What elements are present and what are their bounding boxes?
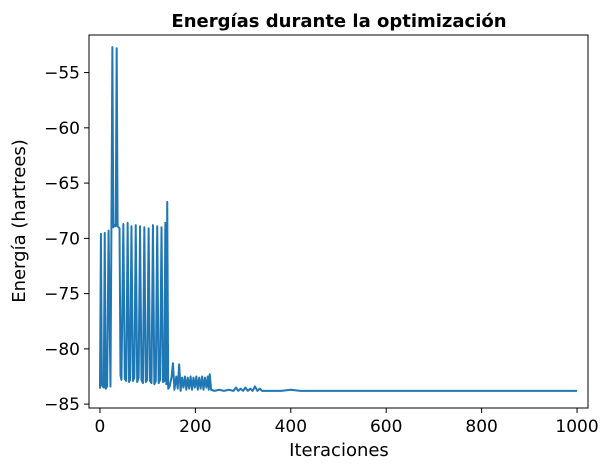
y-tick-label: −85 xyxy=(44,395,80,415)
y-tick-label: −55 xyxy=(44,64,80,84)
chart-title: Energías durante la optimización xyxy=(171,11,506,32)
plot-frame xyxy=(88,34,589,409)
y-tick-label: −75 xyxy=(44,285,80,305)
energy-series-line xyxy=(98,46,578,392)
x-tick-label: 600 xyxy=(370,417,402,437)
x-tick-label: 1000 xyxy=(555,417,598,437)
x-axis-label: Iteraciones xyxy=(289,440,389,461)
x-tick-label: 400 xyxy=(275,417,307,437)
x-tick-label: 0 xyxy=(95,417,106,437)
y-tick-label: −65 xyxy=(44,174,80,194)
x-tick-label: 800 xyxy=(465,417,497,437)
plot-area xyxy=(98,46,578,392)
y-tick-label: −80 xyxy=(44,340,80,360)
x-tick-label: 200 xyxy=(179,417,211,437)
y-axis-label: Energía (hartrees) xyxy=(9,139,30,303)
y-tick-label: −70 xyxy=(44,229,80,249)
y-axis: −85 −80 −75 −70 −65 −60 −55 xyxy=(44,64,89,415)
y-tick-label: −60 xyxy=(44,119,80,139)
x-axis: 0 200 400 600 800 1000 xyxy=(95,408,599,437)
